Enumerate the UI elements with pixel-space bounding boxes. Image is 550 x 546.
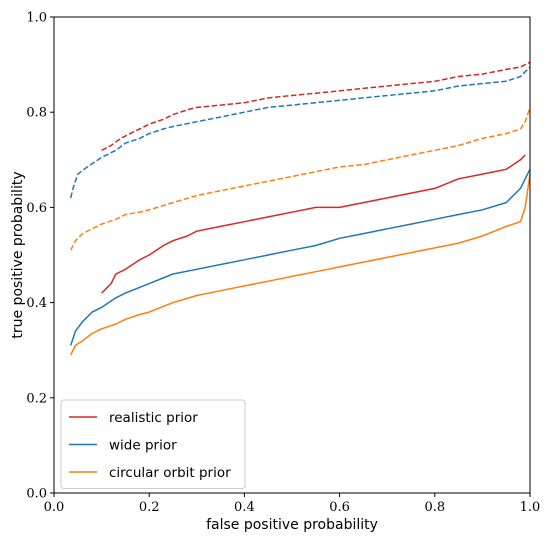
x-tick-label: 0.2 <box>139 500 160 515</box>
y-tick-label: 0.2 <box>26 391 47 406</box>
x-tick-label: 0.6 <box>329 500 350 515</box>
series-line-circular-orbit-prior <box>70 173 531 356</box>
series-line-dashed-4 <box>69 66 531 199</box>
y-tick-label: 0.0 <box>26 487 47 502</box>
plot-marks <box>69 61 531 356</box>
series-line-wide-prior <box>69 168 531 346</box>
series-line-dashed-5 <box>70 107 531 251</box>
y-tick-label: 0.4 <box>26 296 47 311</box>
x-tick-label: 0.0 <box>44 500 65 515</box>
axes-frame <box>53 16 531 494</box>
x-tick-label: 0.4 <box>234 500 255 515</box>
axis-ticks: 0.0 0.2 0.4 0.6 0.8 1.0 0.0 0.2 0.4 0.6 0.8 1.0 <box>26 11 540 516</box>
y-tick-label: 0.6 <box>26 201 47 216</box>
legend-label: wide prior <box>109 438 177 454</box>
legend-box <box>60 399 246 489</box>
x-tick-label: 1.0 <box>520 500 541 515</box>
series-line-realistic-prior <box>101 154 526 294</box>
series-line-dashed-3 <box>101 61 531 151</box>
legend: realistic prior wide prior circular orbit … <box>60 399 246 489</box>
legend-label: realistic prior <box>109 410 198 426</box>
x-tick-label: 0.8 <box>424 500 445 515</box>
x-axis-label: false positive probability <box>206 517 378 533</box>
y-tick-label: 0.8 <box>26 106 47 121</box>
y-axis-label: true positive probability <box>10 171 26 338</box>
legend-label: circular orbit prior <box>109 465 231 481</box>
y-tick-label: 1.0 <box>26 11 47 26</box>
